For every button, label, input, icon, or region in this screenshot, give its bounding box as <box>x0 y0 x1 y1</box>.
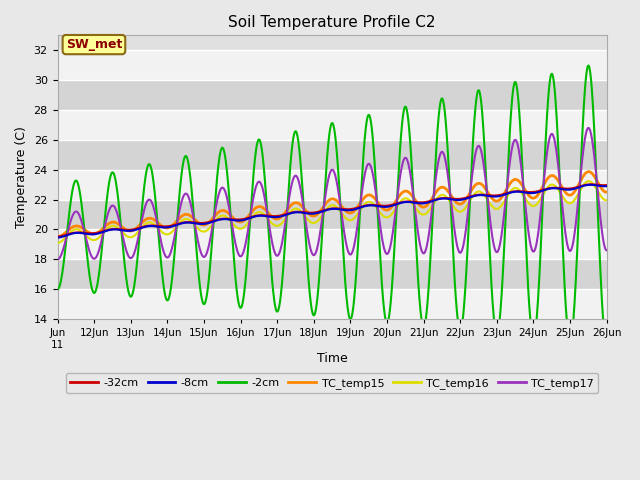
Bar <box>58 80 607 110</box>
Bar <box>58 110 607 140</box>
Bar <box>58 140 607 170</box>
Bar <box>58 259 607 289</box>
Bar <box>58 200 607 229</box>
Title: Soil Temperature Profile C2: Soil Temperature Profile C2 <box>228 15 436 30</box>
Text: SW_met: SW_met <box>66 38 122 51</box>
Y-axis label: Temperature (C): Temperature (C) <box>15 126 28 228</box>
Bar <box>58 289 607 319</box>
Bar <box>58 229 607 259</box>
X-axis label: Time: Time <box>317 352 348 365</box>
Legend: -32cm, -8cm, -2cm, TC_temp15, TC_temp16, TC_temp17: -32cm, -8cm, -2cm, TC_temp15, TC_temp16,… <box>66 373 598 393</box>
Bar <box>58 50 607 80</box>
Bar <box>58 170 607 200</box>
